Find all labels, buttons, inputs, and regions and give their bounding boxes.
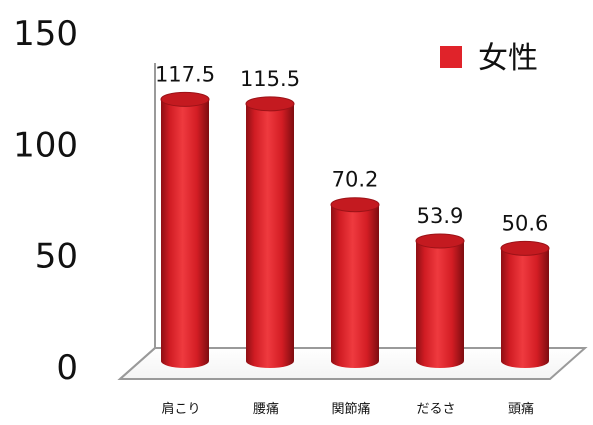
- data-labels: 117.5 115.5 70.2 53.9 50.6: [155, 62, 548, 235]
- bars: [160, 91, 550, 368]
- x-tick-label: 腰痛: [253, 401, 279, 417]
- y-tick-label: 150: [13, 14, 78, 54]
- y-tick-label: 100: [13, 125, 78, 165]
- y-tick-label: 50: [35, 237, 78, 277]
- x-tick-label: 頭痛: [508, 401, 534, 417]
- data-label: 115.5: [240, 67, 300, 91]
- legend-label: 女性: [478, 41, 538, 76]
- bar-3: [330, 197, 380, 368]
- x-tick-label: 関節痛: [331, 401, 370, 417]
- data-label: 70.2: [332, 168, 379, 192]
- bar-top: [160, 91, 210, 107]
- legend-swatch: [440, 46, 462, 68]
- bar-4: [415, 233, 465, 368]
- y-tick-label: 0: [56, 348, 78, 388]
- y-axis-line: [119, 347, 156, 380]
- y-axis-ticks: 0 50 100 150: [13, 14, 78, 388]
- data-label: 117.5: [155, 62, 215, 86]
- bar-top: [330, 197, 380, 213]
- bar-body: [161, 99, 209, 368]
- x-tick-label: だるさ: [416, 402, 455, 417]
- x-tick-label: 肩こり: [161, 401, 200, 417]
- legend: 女性: [440, 41, 538, 76]
- bar-2: [245, 96, 295, 368]
- bar-1: [160, 91, 210, 368]
- data-label: 53.9: [417, 204, 464, 228]
- bar-top: [415, 233, 465, 249]
- data-label: 50.6: [502, 211, 549, 235]
- bar-body: [331, 204, 379, 368]
- bar-body: [246, 103, 294, 368]
- bar-body: [501, 248, 549, 368]
- bar-5: [500, 240, 550, 368]
- bar-body: [416, 240, 464, 368]
- bar-top: [245, 96, 295, 112]
- x-axis-ticks: 肩こり 腰痛 関節痛 だるさ 頭痛: [161, 401, 534, 417]
- bar-top: [500, 240, 550, 256]
